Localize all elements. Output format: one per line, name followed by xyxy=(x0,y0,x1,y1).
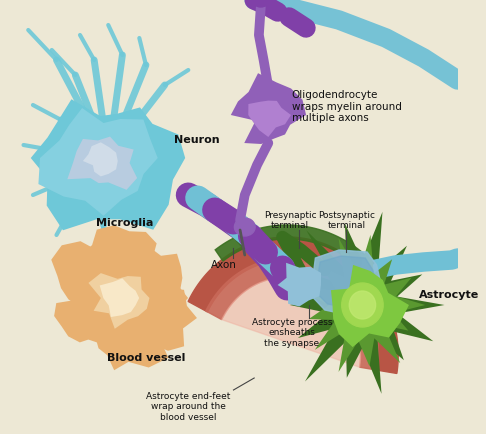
Polygon shape xyxy=(51,241,131,308)
Polygon shape xyxy=(124,288,197,351)
Polygon shape xyxy=(100,278,139,317)
Text: Blood vessel: Blood vessel xyxy=(107,353,185,363)
Polygon shape xyxy=(311,250,382,315)
Polygon shape xyxy=(28,20,433,420)
Text: Axon: Axon xyxy=(211,260,237,270)
Polygon shape xyxy=(83,142,118,176)
Circle shape xyxy=(342,283,383,327)
Circle shape xyxy=(349,291,376,319)
Polygon shape xyxy=(86,302,169,370)
Text: Microglia: Microglia xyxy=(96,218,153,228)
Text: Oligodendrocyte
wraps myelin around
multiple axons: Oligodendrocyte wraps myelin around mult… xyxy=(292,90,402,123)
Polygon shape xyxy=(248,101,291,137)
Polygon shape xyxy=(77,225,156,291)
Polygon shape xyxy=(83,249,188,347)
Ellipse shape xyxy=(234,218,255,236)
Polygon shape xyxy=(206,258,379,370)
Polygon shape xyxy=(278,263,321,306)
Polygon shape xyxy=(68,137,137,190)
Text: Neuron: Neuron xyxy=(174,135,220,145)
Polygon shape xyxy=(215,225,374,273)
Text: Postsynaptic
terminal: Postsynaptic terminal xyxy=(318,210,375,230)
Text: Astrocyte process
ensheaths
the synapse: Astrocyte process ensheaths the synapse xyxy=(252,318,332,348)
Polygon shape xyxy=(281,212,445,394)
Polygon shape xyxy=(38,108,158,216)
Polygon shape xyxy=(188,237,398,374)
Polygon shape xyxy=(331,265,409,347)
Polygon shape xyxy=(222,277,361,367)
Text: Astrocyte: Astrocyte xyxy=(419,290,479,300)
Polygon shape xyxy=(315,256,377,308)
Polygon shape xyxy=(54,276,120,342)
Polygon shape xyxy=(121,245,182,309)
Text: Presynaptic
terminal: Presynaptic terminal xyxy=(263,210,316,230)
Text: Astrocyte end-feet
wrap around the
blood vessel: Astrocyte end-feet wrap around the blood… xyxy=(146,392,230,422)
Polygon shape xyxy=(231,73,306,144)
Polygon shape xyxy=(31,99,185,230)
Ellipse shape xyxy=(252,0,269,7)
Polygon shape xyxy=(88,273,150,329)
Polygon shape xyxy=(292,235,425,372)
